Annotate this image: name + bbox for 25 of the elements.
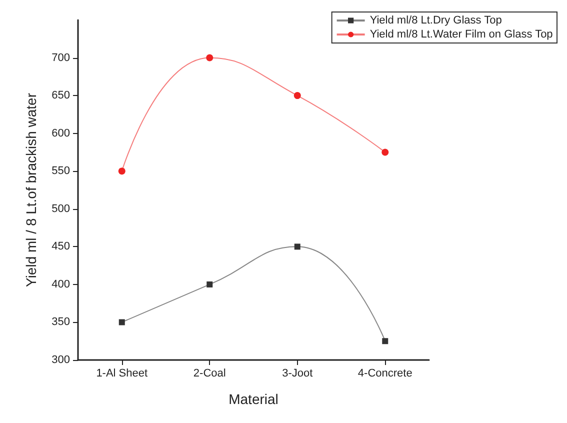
- y-tick-label: 650: [52, 90, 70, 102]
- point: [206, 281, 213, 288]
- y-tick-label: 350: [52, 316, 70, 328]
- y-tick-label: 450: [52, 240, 70, 253]
- point: [118, 168, 126, 175]
- point: [118, 319, 125, 326]
- y-tick-label: 700: [52, 52, 70, 64]
- x-tick-label: 4-Concrete: [358, 368, 412, 380]
- y-tick-label: 500: [52, 202, 70, 215]
- x-tick-label: 1-Al Sheet: [96, 368, 148, 380]
- y-tick-label: 300: [52, 354, 70, 366]
- point: [206, 54, 214, 62]
- y-tick-label: 400: [52, 278, 70, 290]
- legend-label: Yield ml/8 Lt.Water Film on Glass Top: [370, 28, 553, 40]
- point: [382, 148, 389, 156]
- x-tick-label: 2-Coal: [193, 368, 226, 380]
- x-tick-label: 3-Joot: [282, 368, 313, 380]
- legend-label: Yield ml/8 Lt.Dry Glass Top: [370, 14, 502, 26]
- y-tick-label: 550: [52, 165, 70, 178]
- y-axis-title: Yield ml / 8 Lt.of brackish water: [23, 92, 39, 288]
- y-tick-label: 600: [52, 127, 70, 140]
- x-axis-title: Material: [228, 391, 278, 407]
- point: [294, 244, 300, 250]
- point: [294, 92, 301, 100]
- point: [382, 338, 388, 344]
